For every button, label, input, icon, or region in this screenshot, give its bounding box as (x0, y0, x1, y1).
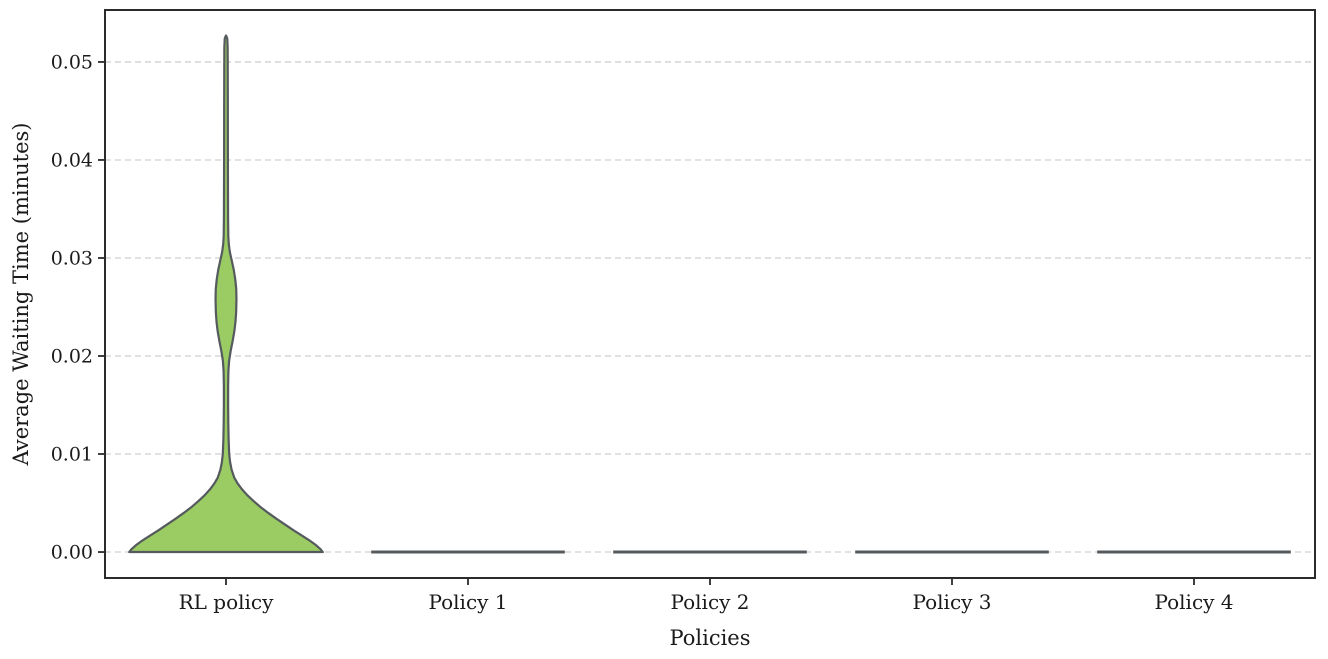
x-tick-label: Policy 1 (428, 590, 507, 614)
violins-layer (128, 34, 1291, 554)
y-tick-label: 0.04 (51, 149, 93, 171)
y-tick-label: 0.01 (51, 444, 93, 466)
x-axis-label: Policies (669, 626, 750, 650)
y-tick-label: 0.03 (51, 247, 93, 269)
y-tick-label: 0.05 (51, 51, 93, 73)
x-tick-label: Policy 4 (1154, 590, 1233, 614)
violin-rl-policy (128, 34, 324, 554)
axes-layer: 0.00 0.01 0.02 0.03 0.04 0.05 RL policy Policy … (51, 9, 1316, 614)
gridlines-layer (105, 61, 1315, 553)
x-tick-label: Policy 2 (670, 590, 749, 614)
x-tick-label: Policy 3 (912, 590, 991, 614)
plot-border (104, 9, 1316, 579)
y-tick-label: 0.00 (51, 542, 93, 564)
x-tick-label: RL policy (179, 590, 275, 614)
y-axis-label: Average Waiting Time (minutes) (9, 123, 33, 467)
y-tick-label: 0.02 (51, 345, 93, 367)
